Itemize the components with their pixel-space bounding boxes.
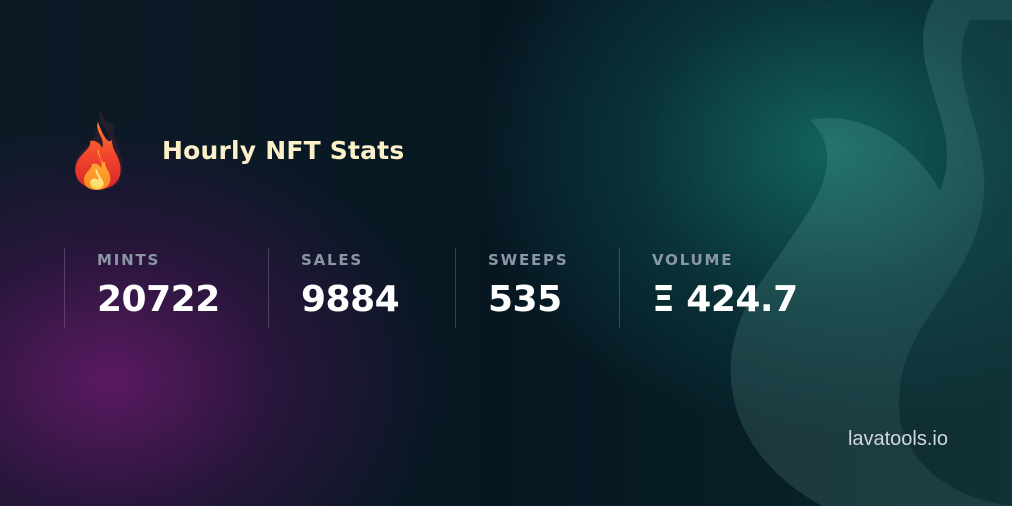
- background-flame-icon: [730, 0, 1012, 506]
- stat-value: Ξ 424.7: [652, 279, 798, 320]
- stat-volume: VOLUME Ξ 424.7: [619, 248, 819, 328]
- page-title: Hourly NFT Stats: [162, 135, 405, 165]
- stat-mints: MINTS 20722: [64, 248, 268, 328]
- stat-label: MINTS: [97, 251, 161, 269]
- stat-value: 9884: [301, 279, 400, 320]
- fire-icon: [74, 110, 123, 191]
- stat-label: SALES: [301, 251, 364, 269]
- stat-label: SWEEPS: [488, 251, 569, 269]
- stat-value: 535: [488, 279, 562, 320]
- brand-footer: lavatools.io: [847, 428, 948, 450]
- header: Hourly NFT Stats: [68, 108, 404, 192]
- stat-label: VOLUME: [652, 251, 734, 269]
- stat-sales: SALES 9884: [268, 248, 455, 328]
- stat-sweeps: SWEEPS 535: [455, 248, 619, 328]
- stat-value: 20722: [97, 279, 220, 320]
- stats-row: MINTS 20722 SALES 9884 SWEEPS 535 VOLUME…: [64, 248, 819, 328]
